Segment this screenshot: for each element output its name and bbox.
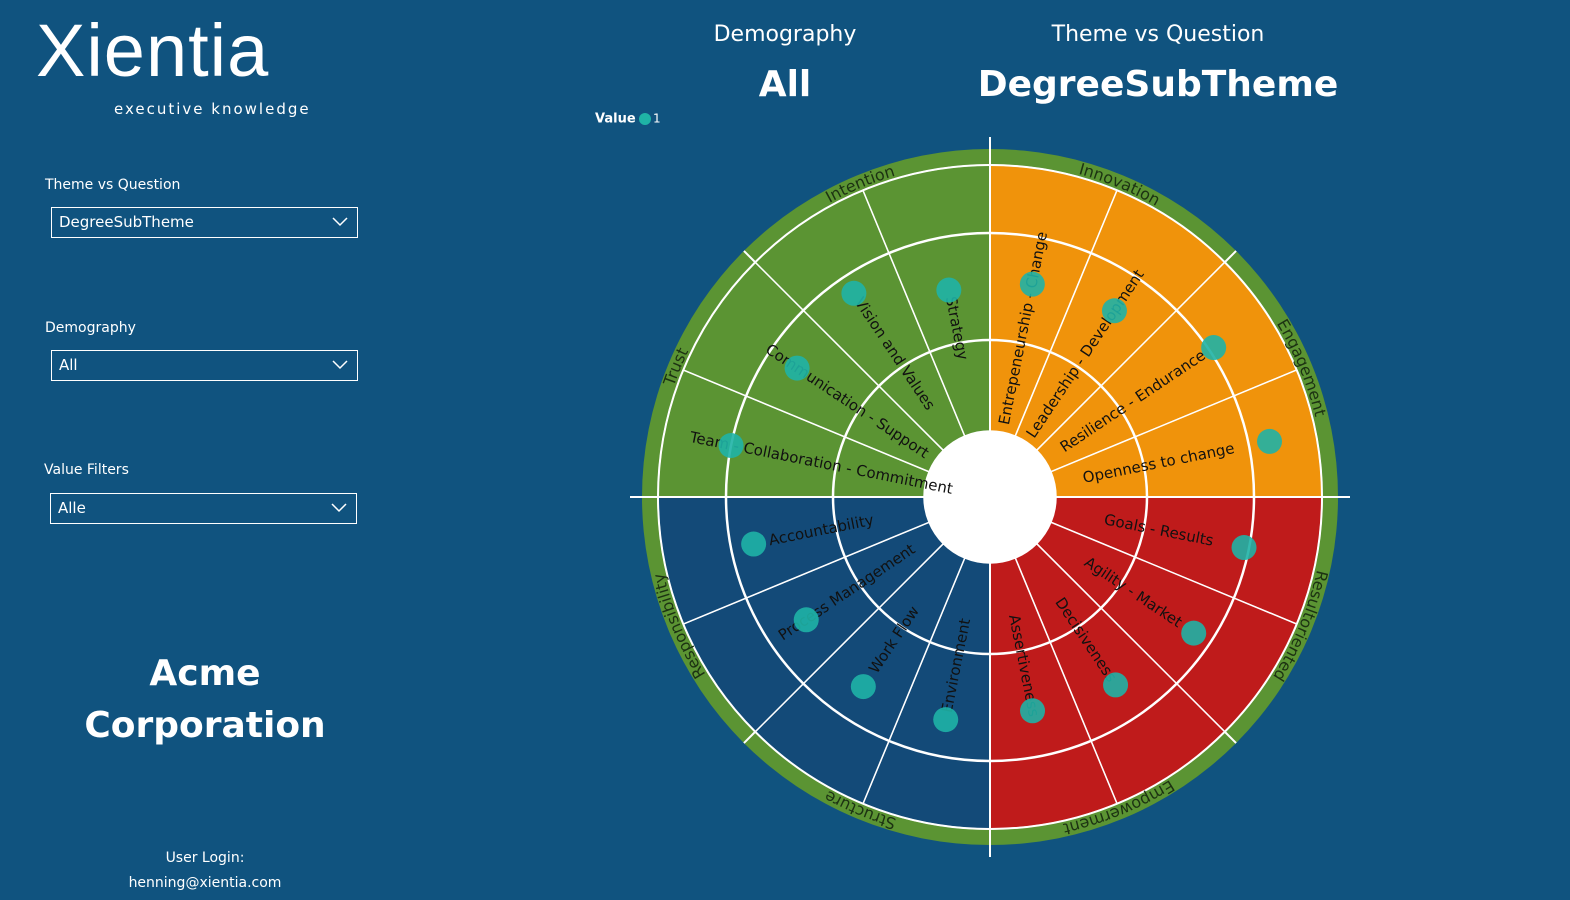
dropdown-value: All (59, 356, 78, 374)
legend-title: Value (595, 112, 636, 127)
dropdown-value: DegreeSubTheme (59, 213, 194, 231)
dropdown-value: Alle (58, 499, 86, 517)
value-dot (1020, 698, 1046, 724)
value-dot (850, 674, 876, 700)
company-name: Acme Corporation (84, 653, 326, 746)
dropdown[interactable]: All (51, 350, 358, 381)
value-dot (793, 607, 819, 633)
center-hole (924, 431, 1056, 563)
theme-divider (743, 731, 756, 744)
chevron (332, 217, 348, 227)
value-dot (1101, 298, 1127, 324)
card-title: Theme vs Question (1051, 22, 1265, 47)
card-value: DegreeSubTheme (977, 64, 1339, 105)
card-title: Demography (713, 22, 857, 47)
user-label: User Login: (165, 850, 245, 866)
user-email: henning@xientia.com (128, 875, 282, 891)
dropdown[interactable]: Alle (50, 493, 357, 524)
filter-label: Demography (45, 320, 136, 336)
theme-divider (1224, 250, 1237, 263)
filter-label: Theme vs Question (45, 177, 181, 193)
filter-label: Value Filters (44, 462, 129, 478)
card-value: All (758, 64, 812, 105)
theme-divider (1224, 731, 1237, 744)
value-dot (1103, 672, 1129, 698)
value-dot (1181, 620, 1207, 646)
value-dot (784, 355, 810, 381)
value-dot (741, 531, 767, 557)
dropdown[interactable]: DegreeSubTheme (51, 207, 358, 238)
legend-label: 1 (653, 112, 661, 126)
theme-divider (743, 250, 756, 263)
chevron (332, 360, 348, 370)
chevron (331, 503, 347, 513)
value-dot (1201, 335, 1227, 361)
logo-tagline: executive knowledge (114, 100, 311, 118)
value-dot (936, 277, 962, 303)
value-dot (841, 280, 867, 306)
value-dot (718, 432, 744, 458)
value-dot (1019, 271, 1045, 297)
logo: Xientia (36, 9, 270, 92)
legend-swatch (639, 113, 651, 125)
value-dot (933, 707, 959, 733)
value-dot (1231, 535, 1257, 561)
value-dot (1257, 428, 1283, 454)
